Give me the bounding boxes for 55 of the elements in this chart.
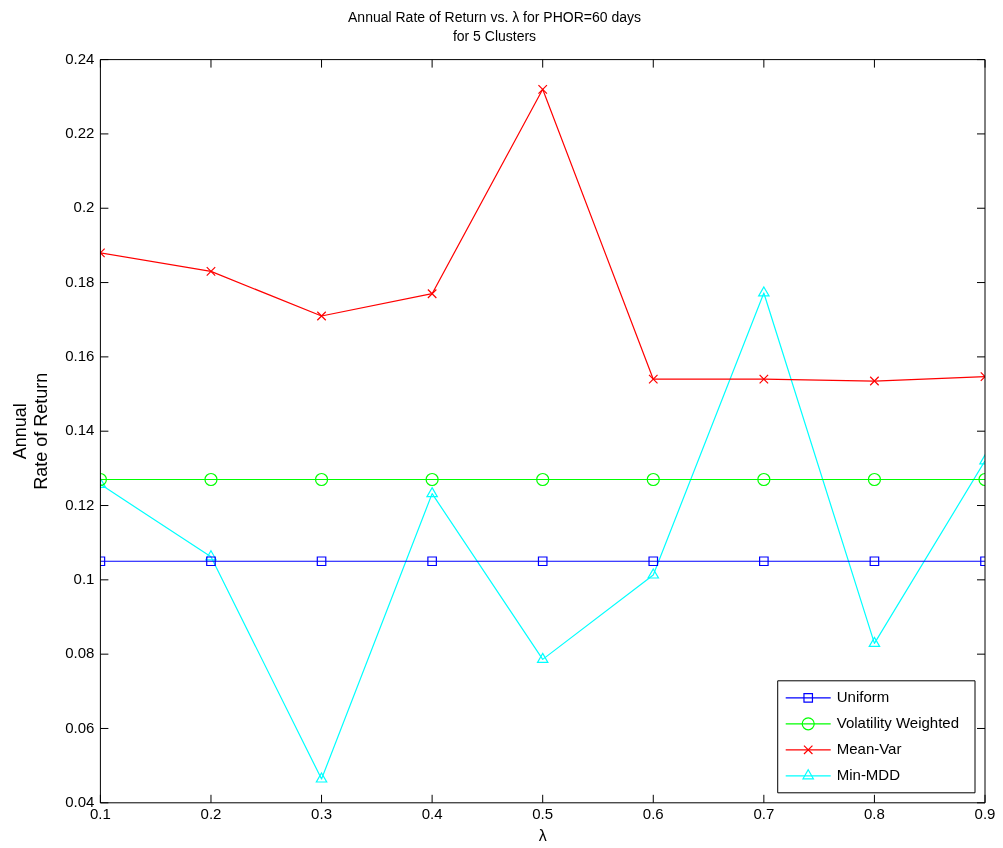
point [536,472,550,487]
y-tick-label: 0.08 [65,644,95,662]
point [314,472,329,487]
point [867,472,882,487]
y-tick-label: 0.24 [65,49,95,67]
point [205,550,217,561]
point [757,472,771,487]
y-tick-label: 0.06 [65,718,95,736]
legend-label: Min-MDD [836,765,901,783]
x-tick-label: 0.7 [753,804,775,822]
y-tick-label: 0.12 [65,495,95,513]
point [427,288,437,299]
point [425,472,439,487]
point [206,556,216,567]
x-axis-title: λ [538,826,547,844]
point [759,374,769,385]
point [316,311,327,321]
y-tick-label: 0.1 [73,569,95,587]
y-tick-label: 0.14 [65,421,95,439]
point [647,568,660,579]
point [648,374,659,385]
point [536,652,549,663]
point [204,472,218,487]
x-tick-label: 0.6 [642,804,664,822]
x-tick-label: 0.2 [200,804,222,822]
y-tick-label: 0.2 [73,198,95,216]
x-tick-label: 0.4 [421,804,443,822]
legend-label: Uniform [836,687,890,705]
legend-label: Mean-Var [836,739,902,757]
point [427,556,437,567]
y-tick-label: 0.04 [65,792,95,810]
point [758,286,770,297]
x-tick-label: 0.3 [311,804,332,822]
point [646,472,660,487]
point [537,556,548,567]
y-tick-label: 0.16 [65,347,95,365]
chart-subtitle: for 5 Clusters [452,28,537,45]
x-tick-label: 0.9 [974,804,996,822]
point [316,556,327,567]
point [869,556,880,567]
x-tick-label: 0.5 [532,804,554,822]
point [759,556,769,567]
point [869,376,880,386]
point [426,487,438,498]
point [868,636,881,647]
chart-title: Annual Rate of Return vs. λ for PHOR=60 days [348,9,641,26]
y-tick-label: 0.18 [65,272,95,290]
y-axis-title: Annual Rate of Return [9,372,52,490]
y-tick-label: 0.22 [65,124,95,142]
point [315,772,328,783]
point [648,556,659,567]
point [537,84,548,95]
x-tick-label: 0.8 [863,804,885,822]
legend-label: Volatility Weighted [836,713,959,731]
point [206,266,216,277]
